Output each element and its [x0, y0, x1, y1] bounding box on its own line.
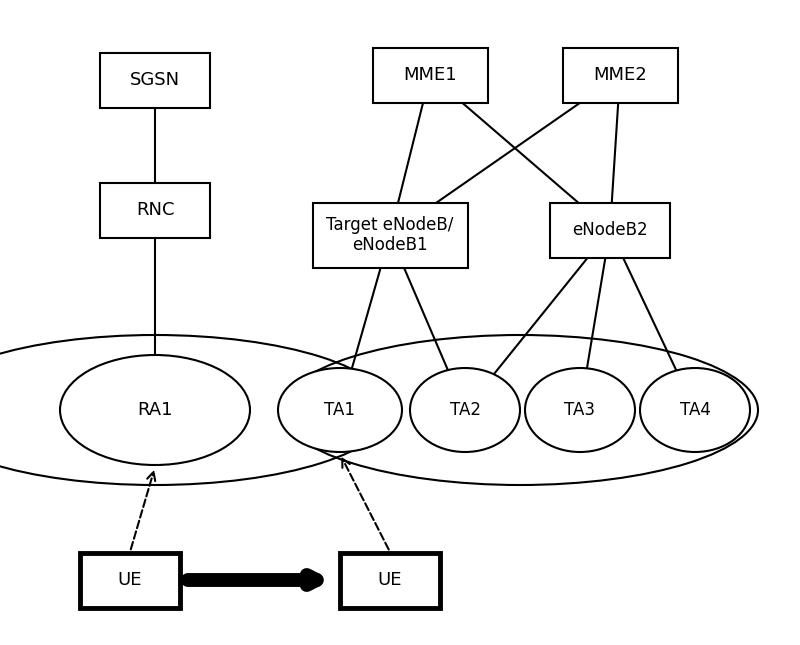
Text: Target eNodeB/
eNodeB1: Target eNodeB/ eNodeB1 — [326, 215, 454, 254]
Text: UE: UE — [118, 571, 142, 589]
Ellipse shape — [60, 355, 250, 465]
Text: MME1: MME1 — [403, 66, 457, 84]
Ellipse shape — [640, 368, 750, 452]
Text: RNC: RNC — [136, 201, 174, 219]
Bar — [80, 553, 180, 608]
Bar — [100, 52, 210, 108]
Text: TA4: TA4 — [679, 401, 710, 419]
Text: eNodeB2: eNodeB2 — [572, 221, 648, 239]
Bar — [550, 203, 670, 257]
Text: SGSN: SGSN — [130, 71, 180, 89]
Text: UE: UE — [378, 571, 402, 589]
Ellipse shape — [525, 368, 635, 452]
Text: TA2: TA2 — [450, 401, 481, 419]
Ellipse shape — [410, 368, 520, 452]
Bar — [313, 203, 467, 268]
Text: TA3: TA3 — [565, 401, 595, 419]
Bar — [562, 48, 678, 103]
Text: MME2: MME2 — [593, 66, 647, 84]
Text: RA1: RA1 — [138, 401, 173, 419]
Bar — [373, 48, 487, 103]
Text: TA1: TA1 — [325, 401, 355, 419]
Ellipse shape — [278, 368, 402, 452]
Bar — [100, 183, 210, 237]
Bar — [340, 553, 440, 608]
